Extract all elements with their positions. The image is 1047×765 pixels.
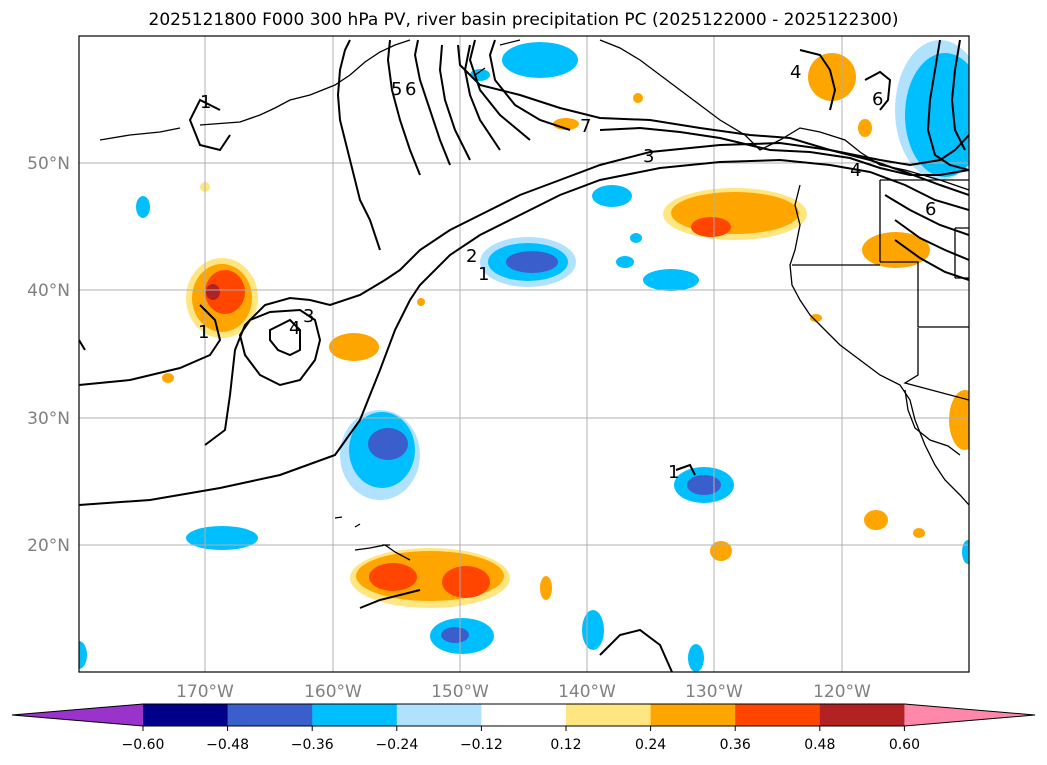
lon-label-160w: 160°W — [304, 682, 362, 702]
colorbar-segment — [312, 704, 398, 726]
colorbar-extend-low — [12, 704, 143, 726]
colorbar-segment — [735, 704, 821, 726]
lat-label-50n: 50°N — [27, 154, 70, 174]
lon-label-130w: 130°W — [685, 682, 743, 702]
colorbar-tick-label: −0.12 — [460, 737, 503, 753]
colorbar-extend-high — [904, 704, 1035, 726]
contour-label-3: 3 — [303, 306, 314, 327]
lon-label-120w: 120°W — [813, 682, 871, 702]
plot-title: 2025121800 F000 300 hPa PV, river basin … — [148, 10, 899, 30]
colorbar-tick-label: 0.24 — [635, 737, 666, 753]
negative-anomaly-regions — [79, 40, 969, 672]
colorbar-tick-label: −0.60 — [122, 737, 165, 753]
colorbar-segment — [481, 704, 567, 726]
contour-label-1: 1 — [478, 264, 489, 285]
contour-label-4: 4 — [289, 318, 300, 339]
contour-label-6: 6 — [405, 79, 416, 100]
colorbar-tick-label: 0.60 — [889, 737, 920, 753]
contour-label-4: 4 — [850, 160, 861, 181]
map-frame — [78, 35, 970, 673]
colorbar-segment — [227, 704, 313, 726]
colorbar-segment — [396, 704, 482, 726]
colorbar-tick-label: 0.48 — [804, 737, 835, 753]
colorbar-segment — [819, 704, 905, 726]
lon-label-150w: 150°W — [431, 682, 489, 702]
contour-label-2: 2 — [466, 246, 477, 267]
gridlines — [79, 36, 969, 672]
colorbar-tick-label: 0.36 — [720, 737, 751, 753]
contour-label-4: 4 — [790, 62, 801, 83]
contour-label-5: 5 — [391, 79, 402, 100]
latitude-labels: 50°N 40°N 30°N 20°N — [27, 154, 70, 556]
colorbar-tick-label: −0.36 — [291, 737, 334, 753]
lat-label-40n: 40°N — [27, 281, 70, 301]
contour-label-1: 1 — [200, 92, 211, 113]
colorbar-tick-label: 0.12 — [550, 737, 581, 753]
colorbar-segment — [143, 704, 229, 726]
colorbar-segment — [650, 704, 736, 726]
positive-anomaly-regions — [162, 53, 969, 608]
lon-label-170w: 170°W — [176, 682, 234, 702]
colorbar-tick-label: −0.48 — [206, 737, 249, 753]
lat-label-30n: 30°N — [27, 409, 70, 429]
colorbar-tick-label: −0.24 — [375, 737, 418, 753]
contour-label-3: 3 — [643, 146, 654, 167]
colorbar-segment — [566, 704, 652, 726]
contour-label-6: 6 — [872, 89, 883, 110]
colorbar: −0.60 −0.48 −0.36 −0.24 −0.12 0.12 0.24 0.36 0.4… — [11, 703, 1036, 753]
lat-label-20n: 20°N — [27, 536, 70, 556]
contour-label-1: 1 — [198, 322, 209, 343]
pv-contours — [79, 39, 969, 672]
lon-label-140w: 140°W — [558, 682, 616, 702]
map-area: 1 1 1 2 3 3 4 4 4 5 6 6 6 7 1 — [79, 36, 969, 672]
contour-labels: 1 1 1 2 3 3 4 4 4 5 6 6 6 7 1 — [198, 62, 936, 483]
longitude-labels: 170°W 160°W 150°W 140°W 130°W 120°W — [176, 682, 871, 702]
contour-label-7: 7 — [580, 116, 591, 137]
contour-label-6: 6 — [925, 199, 936, 220]
precip-anomaly-fill — [79, 40, 969, 672]
contour-label-1: 1 — [668, 462, 679, 483]
